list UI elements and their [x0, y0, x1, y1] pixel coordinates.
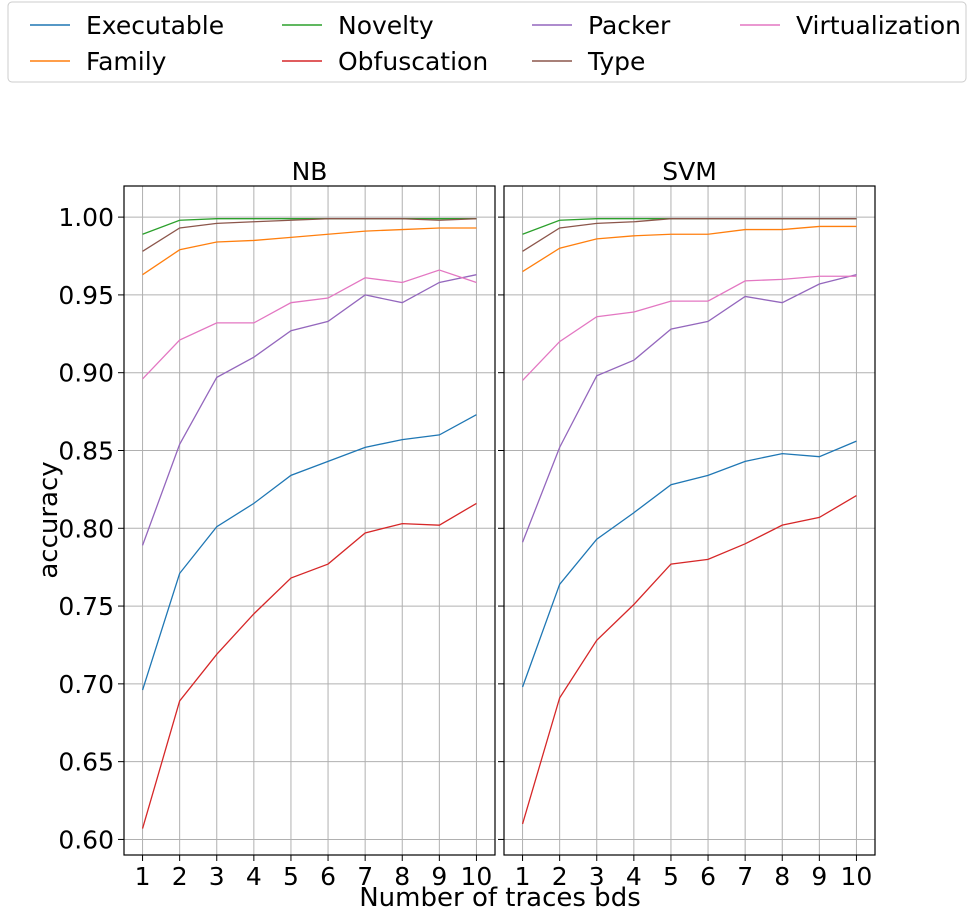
x-tick-label: 3	[209, 862, 225, 891]
x-tick-label: 10	[841, 862, 873, 891]
y-tick-label: 0.85	[58, 436, 114, 465]
y-tick-label: 0.90	[58, 359, 114, 388]
x-tick-label: 4	[626, 862, 642, 891]
y-tick-label: 0.95	[58, 281, 114, 310]
x-tick-label: 2	[172, 862, 188, 891]
series-line-executable	[141, 414, 477, 691]
x-tick-label: 9	[811, 862, 827, 891]
y-tick-label: 1.00	[58, 203, 114, 232]
legend-label-type: Type	[587, 47, 645, 76]
series-line-obfuscation	[521, 495, 857, 825]
y-tick-label: 0.75	[58, 592, 114, 621]
x-tick-label: 5	[663, 862, 679, 891]
panel-title: NB	[292, 157, 328, 186]
x-tick-label: 6	[700, 862, 716, 891]
panel-title: SVM	[662, 157, 717, 186]
legend-label-family: Family	[86, 47, 167, 76]
y-axis-label: accuracy	[34, 461, 64, 578]
series-line-type	[522, 218, 857, 252]
x-tick-label: 1	[515, 862, 531, 891]
x-tick-label: 4	[246, 862, 262, 891]
x-tick-label: 10	[461, 862, 493, 891]
x-tick-label: 1	[135, 862, 151, 891]
y-tick-label: 0.65	[58, 748, 114, 777]
x-tick-label: 6	[320, 862, 336, 891]
legend-label-executable: Executable	[86, 11, 224, 40]
series-line-packer	[141, 274, 477, 546]
panel-svm: 1 2 3 4 5 6 7 8 9 10 SVM	[498, 157, 876, 891]
series-line-family	[142, 227, 477, 276]
x-tick-label: 7	[357, 862, 373, 891]
x-tick-label: 5	[283, 862, 299, 891]
series-line-type	[142, 218, 477, 252]
panel-nb: 1 2 3 4 5 6 7 8 9 10 0.60 0.65 0.70 0.75 0.80 0.85 0.90 0…	[58, 157, 496, 891]
legend-label-virtualization: Virtualization	[796, 11, 961, 40]
legend-frame	[7, 1, 967, 83]
series-line-family	[522, 225, 857, 273]
legend-label-packer: Packer	[588, 11, 671, 40]
x-tick-label: 7	[737, 862, 753, 891]
series-line-virtualization	[522, 275, 857, 381]
axes-frame	[503, 185, 876, 856]
y-tick-label: 0.60	[58, 825, 114, 854]
y-tick-label: 0.70	[58, 670, 114, 699]
x-axis-label: Number of traces bds	[359, 883, 641, 911]
x-tick-label: 2	[552, 862, 568, 891]
x-tick-label: 3	[589, 862, 605, 891]
series-line-packer	[521, 274, 857, 543]
x-tick-label: 8	[774, 862, 790, 891]
series-line-virtualization	[142, 269, 477, 380]
y-tick-label: 0.80	[58, 514, 114, 543]
axes-frame	[123, 185, 496, 856]
x-tick-label: 8	[394, 862, 410, 891]
legend: Executable Family Novelty Obfuscation Packer…	[7, 1, 967, 83]
legend-label-novelty: Novelty	[338, 11, 434, 40]
series-line-obfuscation	[141, 502, 477, 829]
series-line-novelty	[142, 218, 477, 235]
legend-label-obfuscation: Obfuscation	[338, 47, 488, 76]
x-tick-label: 9	[431, 862, 447, 891]
series-line-executable	[521, 440, 857, 688]
